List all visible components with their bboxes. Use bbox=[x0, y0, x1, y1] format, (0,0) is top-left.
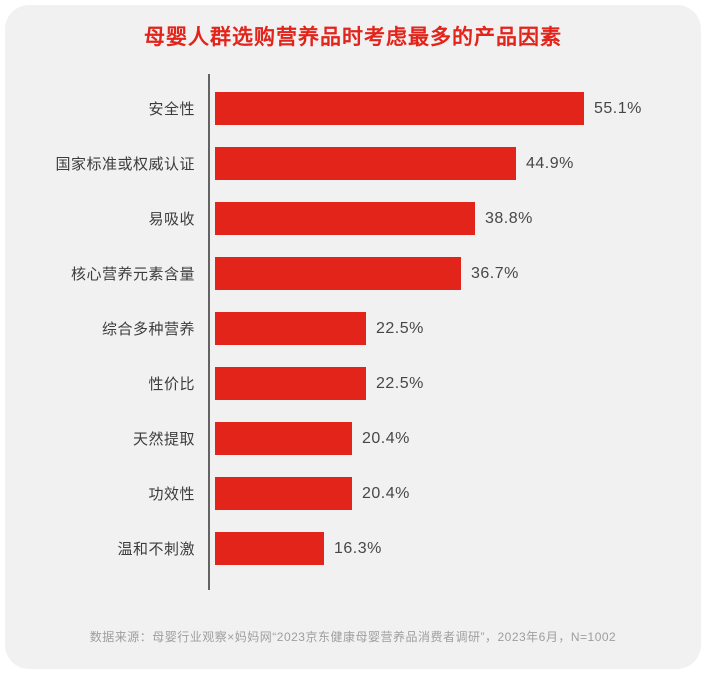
bar-area: 22.5% bbox=[208, 312, 701, 345]
bar bbox=[215, 92, 584, 125]
bar-area: 38.8% bbox=[208, 202, 701, 235]
category-label: 性价比 bbox=[148, 376, 195, 393]
category-label: 综合多种营养 bbox=[101, 321, 195, 338]
category-label: 功效性 bbox=[148, 486, 195, 503]
bar-area: 44.9% bbox=[208, 147, 701, 180]
bar bbox=[215, 367, 366, 400]
bar-chart: 安全性 55.1% 国家标准或权威认证 44.9% 易吸收 38.8% 核心营养… bbox=[5, 74, 701, 590]
value-label: 22.5% bbox=[376, 319, 424, 337]
category-label: 易吸收 bbox=[148, 211, 195, 228]
category-label: 国家标准或权威认证 bbox=[55, 156, 195, 173]
bar-area: 20.4% bbox=[208, 422, 701, 455]
category-label: 安全性 bbox=[148, 101, 195, 118]
bar-row: 性价比 22.5% bbox=[5, 367, 701, 400]
chart-title: 母婴人群选购营养品时考虑最多的产品因素 bbox=[144, 26, 562, 49]
bar-area: 36.7% bbox=[208, 257, 701, 290]
bar-row: 核心营养元素含量 36.7% bbox=[5, 257, 701, 290]
bar-rows: 安全性 55.1% 国家标准或权威认证 44.9% 易吸收 38.8% 核心营养… bbox=[5, 92, 701, 587]
bar bbox=[215, 422, 352, 455]
bar-row: 综合多种营养 22.5% bbox=[5, 312, 701, 345]
bar bbox=[215, 202, 475, 235]
bar-area: 20.4% bbox=[208, 477, 701, 510]
value-label: 22.5% bbox=[376, 374, 424, 392]
category-label: 温和不刺激 bbox=[117, 541, 195, 558]
value-label: 20.4% bbox=[362, 429, 410, 447]
value-label: 20.4% bbox=[362, 484, 410, 502]
value-label: 55.1% bbox=[594, 99, 642, 117]
bar-row: 功效性 20.4% bbox=[5, 477, 701, 510]
bar-row: 国家标准或权威认证 44.9% bbox=[5, 147, 701, 180]
bar bbox=[215, 257, 461, 290]
data-source-note: 数据来源：母婴行业观察×妈妈网“2023京东健康母婴营养品消费者调研”，2023… bbox=[89, 630, 617, 644]
bar bbox=[215, 532, 324, 565]
bar bbox=[215, 147, 516, 180]
bar bbox=[215, 477, 352, 510]
value-label: 16.3% bbox=[334, 539, 382, 557]
y-axis-line bbox=[208, 74, 210, 590]
value-label: 36.7% bbox=[471, 264, 519, 282]
category-label: 天然提取 bbox=[132, 431, 195, 448]
bar-row: 易吸收 38.8% bbox=[5, 202, 701, 235]
chart-card: 母婴人群选购营养品时考虑最多的产品因素 安全性 55.1% 国家标准或权威认证 … bbox=[5, 5, 701, 669]
category-label: 核心营养元素含量 bbox=[70, 266, 195, 283]
bar-row: 安全性 55.1% bbox=[5, 92, 701, 125]
value-label: 38.8% bbox=[485, 209, 533, 227]
bar-row: 温和不刺激 16.3% bbox=[5, 532, 701, 565]
value-label: 44.9% bbox=[526, 154, 574, 172]
bar-row: 天然提取 20.4% bbox=[5, 422, 701, 455]
bar bbox=[215, 312, 366, 345]
bar-area: 22.5% bbox=[208, 367, 701, 400]
bar-area: 16.3% bbox=[208, 532, 701, 565]
bar-area: 55.1% bbox=[208, 92, 701, 125]
